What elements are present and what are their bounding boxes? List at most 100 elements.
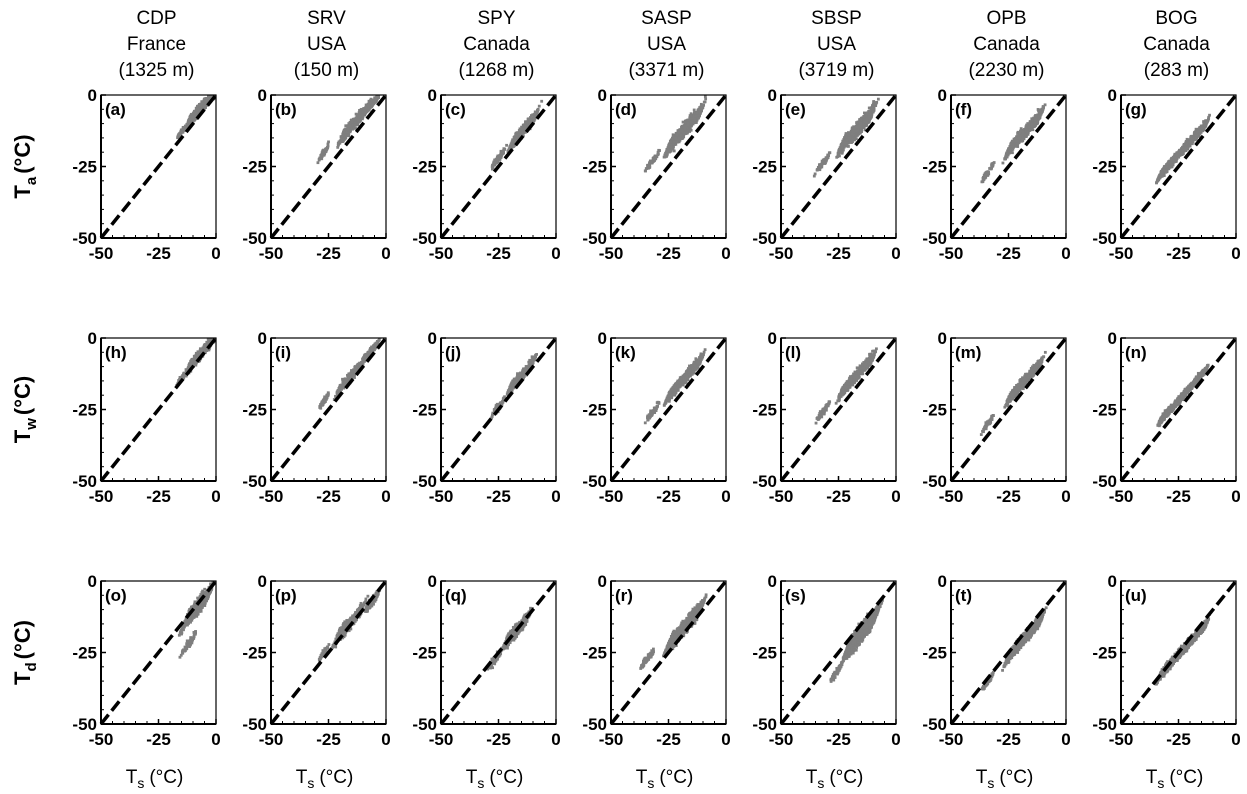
- data-point: [188, 115, 192, 118]
- data-point: [663, 153, 667, 157]
- data-point: [352, 126, 356, 130]
- data-point: [1182, 143, 1186, 147]
- data-point: [194, 114, 197, 117]
- x-axis-label: Ts (°C): [1146, 767, 1204, 791]
- data-point: [845, 138, 849, 142]
- data-point: [852, 125, 856, 129]
- data-point: [326, 145, 330, 149]
- data-point: [1194, 127, 1198, 131]
- data-point: [369, 99, 372, 103]
- data-point: [1036, 108, 1040, 111]
- data-point: [346, 125, 350, 129]
- data-point: [693, 111, 697, 115]
- data-point: [198, 105, 202, 109]
- data-point: [845, 144, 849, 148]
- data-point: [1043, 103, 1047, 107]
- data-point: [702, 100, 706, 104]
- data-point: [689, 112, 693, 116]
- data-point: [653, 159, 656, 162]
- data-point: [1175, 153, 1179, 157]
- data-point: [849, 130, 853, 134]
- data-point: [1182, 148, 1185, 152]
- one-to-one-reference-line: [99, 93, 218, 240]
- data-point: [500, 154, 503, 157]
- data-point: [1011, 151, 1014, 155]
- scatter-points: [1155, 113, 1211, 185]
- data-point: [355, 118, 359, 122]
- data-point: [376, 95, 380, 98]
- scatter-panel: 0-25-50-50 -25 0(e): [752, 86, 900, 263]
- data-point: [356, 116, 360, 120]
- data-point: [1019, 131, 1022, 135]
- data-point: [497, 158, 501, 162]
- data-point: [1207, 117, 1210, 121]
- data-point: [828, 151, 832, 155]
- data-point: [826, 153, 830, 157]
- data-point: [987, 172, 991, 176]
- data-point: [1156, 177, 1160, 181]
- data-point: [865, 123, 869, 127]
- site-elevation-label: (2230 m): [968, 60, 1044, 81]
- data-point: [194, 116, 198, 120]
- data-point: [192, 112, 196, 115]
- data-point: [179, 129, 183, 133]
- data-point: [327, 140, 330, 144]
- data-point: [204, 100, 207, 103]
- data-point: [680, 132, 684, 135]
- data-point: [317, 158, 321, 162]
- data-point: [1030, 124, 1034, 128]
- data-point: [344, 136, 348, 140]
- data-point: [864, 115, 868, 119]
- data-point: [1012, 139, 1016, 143]
- data-point: [677, 131, 680, 135]
- data-point: [1162, 168, 1166, 172]
- data-point: [361, 116, 365, 120]
- data-point: [529, 116, 532, 119]
- data-point: [524, 121, 527, 125]
- data-point: [1033, 121, 1037, 124]
- data-point: [862, 122, 866, 126]
- data-point: [1170, 159, 1174, 163]
- data-point: [540, 99, 544, 103]
- data-point: [194, 106, 198, 110]
- data-point: [863, 111, 866, 115]
- y-axis-label: Ta(°C): [10, 134, 40, 198]
- data-point: [520, 129, 524, 133]
- data-point: [1168, 165, 1172, 169]
- y-tick-label: -25: [582, 158, 607, 177]
- data-point: [991, 164, 995, 168]
- x-tick-label: -25: [826, 244, 851, 263]
- data-point: [666, 150, 669, 153]
- data-point: [684, 131, 687, 135]
- site-elevation-label: (1268 m): [458, 60, 534, 81]
- y-tick-label: 0: [1108, 86, 1117, 105]
- data-point: [991, 161, 995, 165]
- site-code-label: SBSP: [811, 8, 862, 29]
- data-point: [197, 351, 201, 355]
- data-point: [852, 133, 856, 137]
- data-point: [1034, 117, 1038, 121]
- data-point: [1171, 163, 1174, 166]
- data-point: [203, 97, 207, 101]
- site-country-label: France: [127, 34, 186, 55]
- data-point: [1016, 134, 1020, 138]
- data-point: [688, 114, 692, 117]
- data-point: [184, 368, 188, 371]
- y-tick-label: -50: [752, 229, 777, 248]
- data-point: [195, 352, 199, 356]
- data-point: [985, 173, 989, 177]
- data-point: [703, 95, 707, 99]
- data-point: [866, 121, 870, 125]
- site-code-label: CDP: [136, 8, 176, 29]
- data-point: [857, 132, 861, 136]
- data-point: [860, 130, 863, 133]
- data-point: [865, 114, 869, 117]
- data-point: [207, 99, 211, 102]
- data-point: [678, 136, 681, 140]
- data-point: [196, 104, 199, 108]
- x-tick-label: -50: [599, 244, 624, 263]
- x-axis-label: Ts (°C): [126, 767, 184, 791]
- y-tick-label: -50: [242, 229, 267, 248]
- data-point: [525, 126, 529, 129]
- data-point: [1174, 155, 1178, 159]
